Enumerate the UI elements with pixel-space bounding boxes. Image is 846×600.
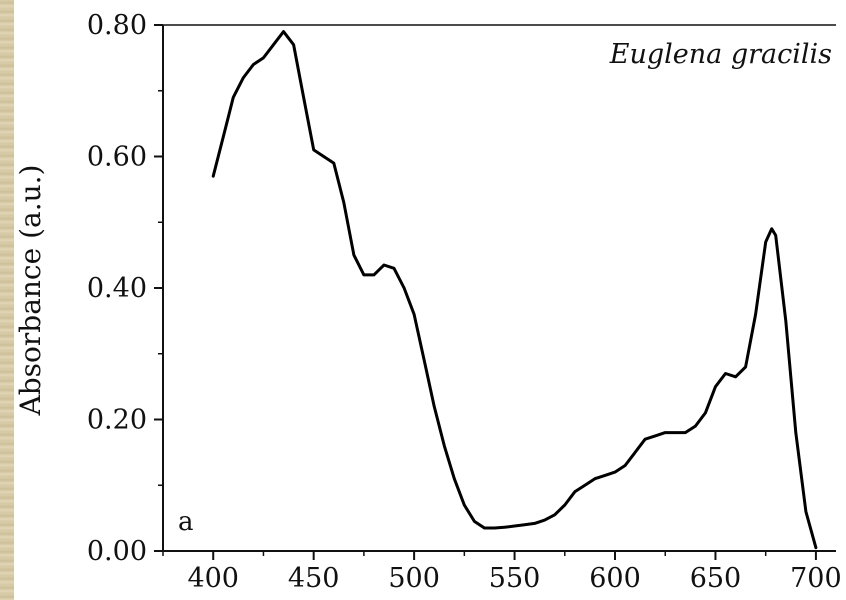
left-edge-texture xyxy=(0,0,14,600)
x-tick-label: 450 xyxy=(288,563,340,594)
y-tick-label: 0.40 xyxy=(87,273,147,304)
axes-frame xyxy=(162,24,836,552)
y-tick-label: 0.60 xyxy=(87,142,147,173)
x-tick-labels: 400 450 500 550 600 650 700 xyxy=(187,563,841,594)
y-tick-labels: 0.00 0.20 0.40 0.60 0.80 xyxy=(87,10,147,567)
x-tick-label: 550 xyxy=(489,563,541,594)
y-axis-label: Absorbance (a.u.) xyxy=(14,165,47,417)
x-tick-label: 500 xyxy=(388,563,440,594)
x-tick-label: 700 xyxy=(790,563,842,594)
y-tick-label: 0.20 xyxy=(87,405,147,436)
x-tick-label: 650 xyxy=(690,563,742,594)
absorbance-curve xyxy=(211,30,818,550)
axis-ticks xyxy=(154,24,817,560)
panel-label: a xyxy=(178,507,194,537)
y-tick-label: 0.80 xyxy=(87,10,147,41)
x-tick-label: 600 xyxy=(589,563,641,594)
x-tick-label: 400 xyxy=(187,563,239,594)
y-tick-label: 0.00 xyxy=(87,536,147,567)
species-annotation: Euglena gracilis xyxy=(609,39,832,70)
